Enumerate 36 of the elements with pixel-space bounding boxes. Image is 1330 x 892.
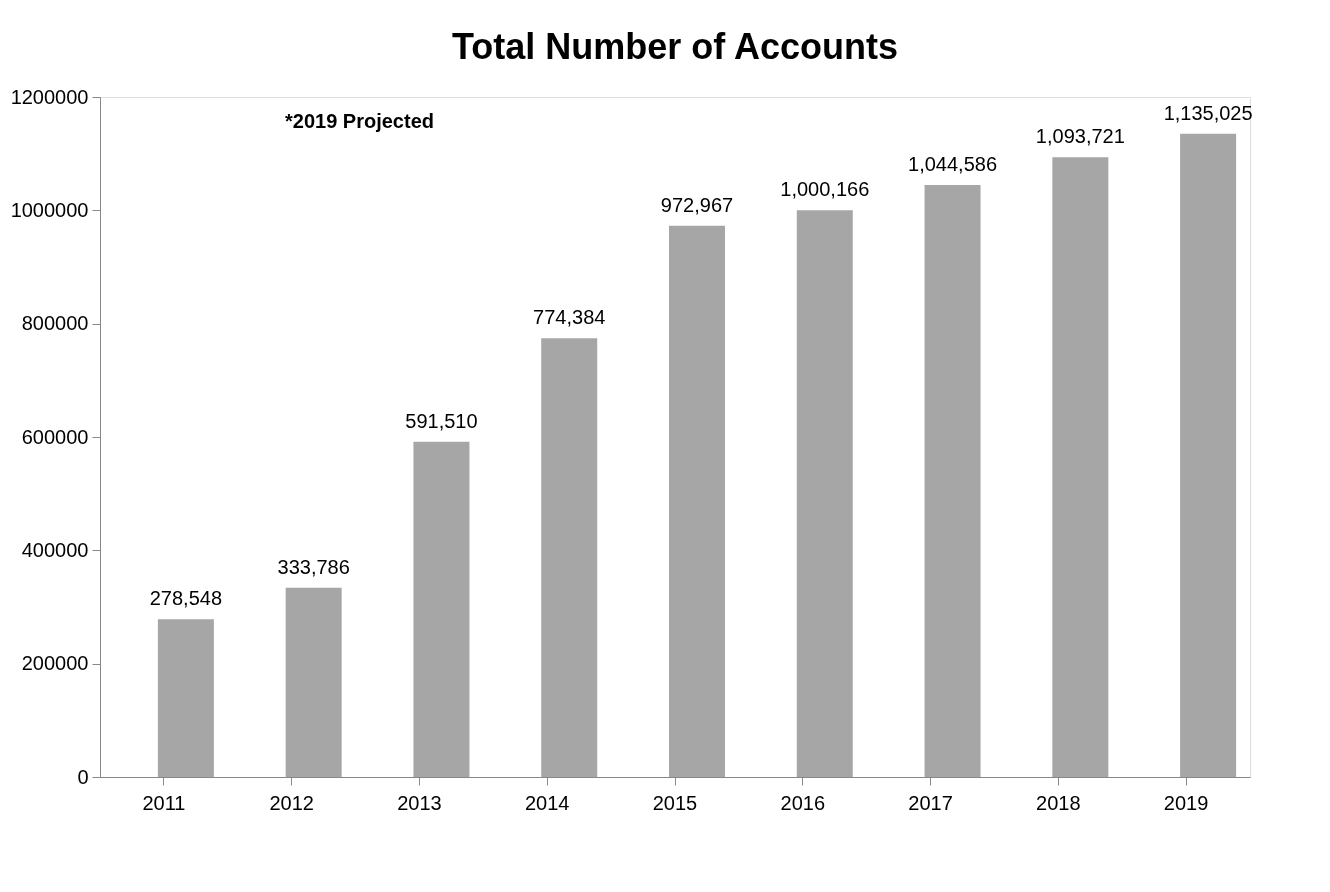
x-tick-label: 2016	[780, 791, 826, 814]
bar	[924, 185, 981, 777]
x-tick-label: 2018	[1036, 791, 1081, 814]
y-tick-label: 200000	[21, 652, 89, 675]
bar	[1180, 133, 1237, 777]
bar	[1052, 157, 1109, 777]
y-tick-label: 1200000	[10, 85, 89, 108]
y-tick-label: 600000	[21, 425, 89, 448]
bar	[541, 338, 598, 777]
y-tick-label: 0	[77, 765, 89, 788]
y-tick-label: 800000	[21, 312, 89, 335]
data-label: 591,510	[405, 409, 478, 432]
data-label: 333,786	[277, 555, 350, 578]
x-tick-label: 2013	[397, 791, 442, 814]
bar	[157, 619, 214, 777]
x-tick-label: 2015	[652, 791, 698, 814]
bar	[285, 587, 342, 777]
annotation: *2019 Projected	[285, 110, 434, 132]
y-tick-label: 1000000	[10, 198, 89, 221]
data-label: 774,384	[533, 306, 606, 329]
x-tick-label: 2012	[269, 791, 314, 814]
bar	[796, 210, 853, 777]
x-tick-label: 2011	[142, 791, 186, 814]
data-label: 1,093,721	[1035, 125, 1125, 148]
bar	[669, 225, 725, 777]
x-tick-label: 2017	[908, 791, 953, 814]
y-tick-label: 400000	[21, 538, 89, 561]
x-tick-label: 2019	[1163, 791, 1209, 814]
bar	[413, 441, 470, 777]
chart-title: Total Number of Accounts	[451, 26, 899, 67]
data-label: 1,000,166	[780, 178, 870, 201]
data-label: 1,135,025	[1163, 101, 1253, 124]
data-label: 972,967	[660, 193, 734, 216]
x-tick-label: 2014	[524, 791, 570, 814]
data-label: 278,548	[149, 587, 223, 610]
data-label: 1,044,586	[908, 153, 998, 176]
